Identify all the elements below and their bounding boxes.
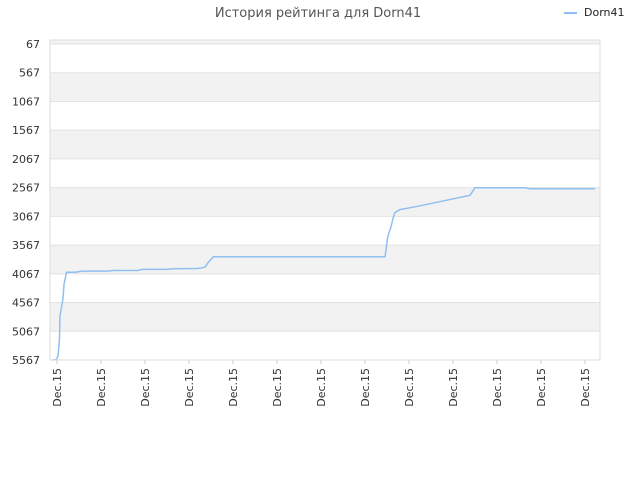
y-tick-label: 67 (26, 38, 40, 51)
band (50, 158, 600, 188)
band (50, 72, 600, 102)
x-tick-label: Dec.15 (447, 368, 460, 407)
x-tick-label: Dec.15 (139, 368, 152, 407)
band (50, 40, 600, 44)
band (50, 245, 600, 274)
band (50, 187, 600, 217)
x-tick-label: Dec.15 (227, 368, 240, 407)
x-tick-label: Dec.15 (183, 368, 196, 407)
plot-background (50, 40, 600, 360)
band (50, 273, 600, 303)
x-tick-label: Dec.15 (359, 368, 372, 407)
y-tick-label: 5067 (12, 325, 40, 338)
y-tick-label: 1567 (12, 124, 40, 137)
y-tick-label: 4567 (12, 297, 40, 310)
band (50, 44, 600, 73)
x-tick-label: Dec.15 (51, 368, 64, 407)
band (50, 130, 600, 159)
x-tick-label: Dec.15 (271, 368, 284, 407)
series-line-dorn41 (52, 187, 595, 361)
y-tick-label: 3067 (12, 210, 40, 223)
band (50, 216, 600, 246)
y-axis-ticks: 67 567 1067 1567 2067 2567 3067 3567 4067 4567 506… (12, 38, 40, 367)
y-tick-label: 2567 (12, 182, 40, 195)
band (50, 302, 600, 332)
plot-frame (49, 39, 601, 361)
x-tick-label: Dec.15 (579, 368, 592, 407)
series-layer (52, 187, 595, 361)
legend[interactable]: Dorn41 (564, 6, 625, 19)
y-tick-label: 4067 (12, 268, 40, 281)
band (50, 331, 600, 360)
chart-title: История рейтинга для Dorn41 (215, 6, 421, 21)
legend-label: Dorn41 (584, 6, 625, 19)
x-tick-label: Dec.15 (535, 368, 548, 407)
x-tick-label: Dec.15 (315, 368, 328, 407)
x-tick-label: Dec.15 (403, 368, 416, 407)
y-tick-label: 567 (19, 67, 40, 80)
band (50, 101, 600, 131)
y-tick-label: 1067 (12, 95, 40, 108)
y-tick-label: 5567 (12, 354, 40, 367)
x-tick-label: Dec.15 (95, 368, 108, 407)
y-tick-label: 3567 (12, 239, 40, 252)
x-tick-label: Dec.15 (491, 368, 504, 407)
x-axis-ticks: Dec.15 Dec.15 Dec.15 Dec.15 Dec.15 Dec.15 Dec.… (51, 360, 592, 407)
y-tick-label: 2067 (12, 153, 40, 166)
